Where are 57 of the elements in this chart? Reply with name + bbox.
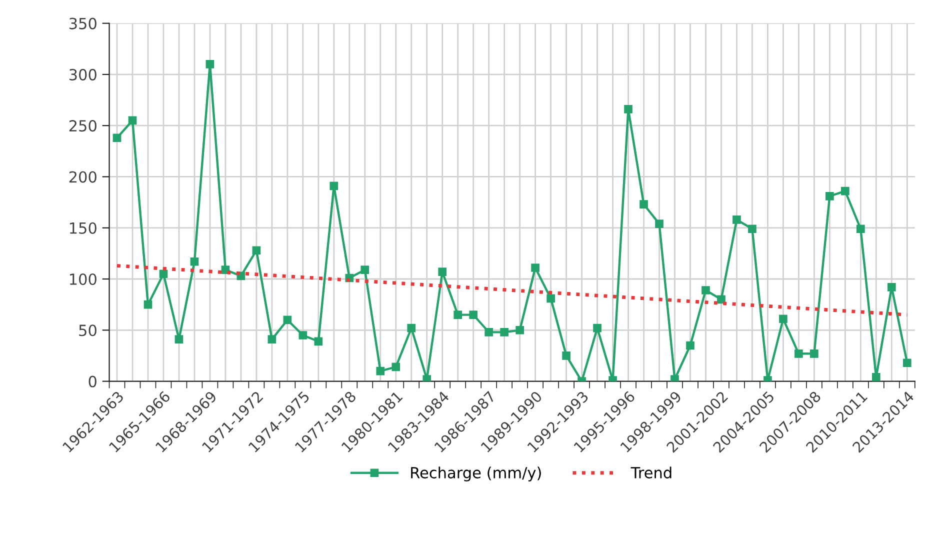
point <box>826 192 834 200</box>
point <box>454 310 462 319</box>
point <box>794 350 803 358</box>
point <box>856 224 865 234</box>
legend-label: Trend <box>630 466 672 478</box>
point <box>128 116 137 125</box>
point <box>174 335 184 344</box>
point <box>902 358 912 368</box>
y-tick-label: 300 <box>69 68 96 80</box>
y-tick-label: 100 <box>70 273 96 286</box>
point <box>422 375 432 382</box>
point <box>702 286 710 294</box>
point <box>841 186 850 196</box>
point <box>330 182 338 190</box>
point <box>686 341 694 350</box>
point <box>144 300 152 309</box>
point <box>252 246 261 255</box>
point <box>283 316 292 324</box>
point <box>500 328 508 336</box>
point <box>810 350 818 358</box>
point <box>268 335 276 344</box>
point <box>779 314 788 324</box>
point <box>531 264 540 272</box>
point <box>407 324 416 332</box>
point <box>717 295 726 304</box>
point <box>655 220 664 228</box>
point <box>624 105 632 114</box>
point <box>748 224 756 234</box>
point <box>872 373 880 382</box>
point <box>392 362 400 372</box>
point <box>438 268 447 276</box>
point <box>190 257 199 266</box>
y-tick-label: 150 <box>70 222 96 234</box>
point <box>159 270 168 278</box>
legend-label: Recharge (mm/y) <box>411 466 541 482</box>
point <box>298 331 308 340</box>
point <box>221 266 230 274</box>
y-tick-label: 200 <box>69 171 96 183</box>
point <box>640 200 648 209</box>
point <box>887 283 896 292</box>
point <box>314 337 323 346</box>
point <box>593 324 602 332</box>
point <box>360 266 370 274</box>
y-tick-label: 0 <box>88 376 96 388</box>
point <box>516 326 524 334</box>
point <box>112 134 122 142</box>
point <box>469 310 478 319</box>
y-tick-label: 350 <box>69 18 96 30</box>
y-tick-label: 50 <box>79 324 96 336</box>
point <box>376 366 385 376</box>
point <box>546 294 555 303</box>
point <box>206 60 214 68</box>
point <box>732 216 741 224</box>
point <box>484 328 494 336</box>
point <box>670 375 679 382</box>
point <box>562 352 570 360</box>
y-tick-label: 250 <box>69 120 96 132</box>
